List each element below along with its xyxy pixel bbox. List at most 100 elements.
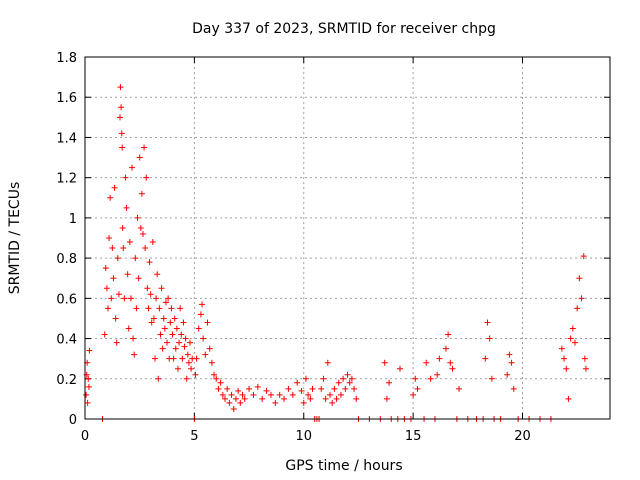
- data-point: [180, 319, 187, 326]
- data-point: [122, 174, 129, 181]
- y-tick-label: 1.8: [56, 51, 77, 66]
- x-tick-label: 0: [81, 429, 89, 444]
- data-point: [125, 325, 132, 332]
- data-point: [143, 174, 150, 181]
- data-point: [84, 399, 91, 406]
- data-point: [305, 391, 312, 398]
- data-point: [447, 359, 454, 366]
- data-point: [187, 339, 193, 346]
- data-point: [144, 285, 151, 292]
- chart-title: Day 337 of 2023, SRMTID for receiver chp…: [192, 21, 496, 37]
- data-point: [119, 224, 126, 231]
- data-point: [217, 379, 224, 386]
- data-point: [156, 305, 163, 312]
- data-point: [569, 325, 576, 332]
- y-axis-label: SRMTID / TECUs: [7, 182, 23, 295]
- data-point: [508, 359, 515, 366]
- data-point: [138, 190, 145, 197]
- data-point: [119, 144, 126, 151]
- data-point: [145, 305, 152, 312]
- data-point: [178, 331, 185, 338]
- data-point: [484, 319, 491, 326]
- data-point: [237, 399, 244, 406]
- data-point: [263, 387, 270, 394]
- data-point: [192, 371, 199, 378]
- data-point: [121, 295, 128, 302]
- data-point: [185, 359, 192, 366]
- data-point: [331, 385, 338, 392]
- y-tick-label: 1.6: [56, 91, 77, 106]
- data-point: [155, 375, 162, 382]
- data-point: [254, 383, 261, 390]
- data-point: [307, 395, 314, 402]
- data-point: [134, 214, 141, 221]
- data-point: [158, 285, 165, 292]
- data-point: [174, 365, 181, 372]
- data-point: [324, 359, 331, 366]
- data-point: [348, 375, 355, 382]
- data-point: [120, 245, 127, 252]
- data-point: [117, 84, 124, 91]
- data-point: [130, 335, 137, 342]
- data-point: [167, 319, 174, 326]
- data-point: [213, 375, 220, 382]
- data-point: [110, 275, 117, 282]
- data-point: [139, 230, 146, 237]
- data-point: [302, 375, 309, 382]
- data-point: [456, 385, 463, 392]
- data-point: [578, 295, 585, 302]
- data-point: [506, 351, 513, 358]
- data-point: [118, 104, 125, 111]
- data-point: [563, 365, 570, 372]
- data-point: [204, 319, 211, 326]
- data-point: [206, 345, 213, 352]
- data-point: [574, 305, 581, 312]
- data-point: [342, 385, 349, 392]
- data-point: [126, 239, 133, 246]
- data-point: [117, 114, 123, 121]
- data-point: [136, 154, 143, 161]
- data-point: [582, 365, 589, 372]
- data-point: [222, 395, 228, 402]
- data-point: [353, 395, 360, 402]
- data-point: [162, 299, 169, 306]
- data-point: [333, 395, 340, 402]
- y-tick-label: 1: [69, 212, 77, 227]
- data-point: [160, 315, 167, 322]
- data-point: [344, 371, 351, 378]
- data-point: [488, 375, 495, 382]
- data-point: [107, 194, 114, 201]
- data-point: [153, 295, 160, 302]
- data-point: [250, 391, 257, 398]
- x-axis-label: GPS time / hours: [285, 458, 402, 474]
- data-point: [482, 355, 489, 362]
- data-point: [510, 385, 517, 392]
- data-point: [340, 375, 347, 382]
- data-point: [486, 335, 493, 342]
- data-point: [414, 385, 421, 392]
- data-point: [329, 399, 336, 406]
- data-point: [567, 335, 574, 342]
- data-point: [181, 343, 188, 350]
- data-point: [104, 305, 111, 312]
- data-point: [108, 295, 115, 302]
- data-point: [111, 184, 118, 191]
- data-point: [561, 355, 568, 362]
- data-point: [241, 395, 248, 402]
- data-point: [246, 385, 253, 392]
- data-point: [208, 359, 215, 366]
- data-point: [195, 325, 202, 332]
- y-tick-label: 0.2: [56, 373, 77, 388]
- data-point: [281, 395, 288, 402]
- data-point: [230, 405, 237, 412]
- data-point: [259, 395, 266, 402]
- data-point: [309, 385, 316, 392]
- data-point: [159, 345, 166, 352]
- axis-ticks: 0 5 10 15 20 0 0.2 0.4 0.6 0.8 1 1.2 1.4 1.6 1.8: [56, 51, 610, 444]
- data-point: [173, 325, 180, 332]
- data-point: [300, 399, 307, 406]
- data-point: [127, 295, 134, 302]
- data-point: [176, 339, 183, 346]
- data-point: [558, 345, 565, 352]
